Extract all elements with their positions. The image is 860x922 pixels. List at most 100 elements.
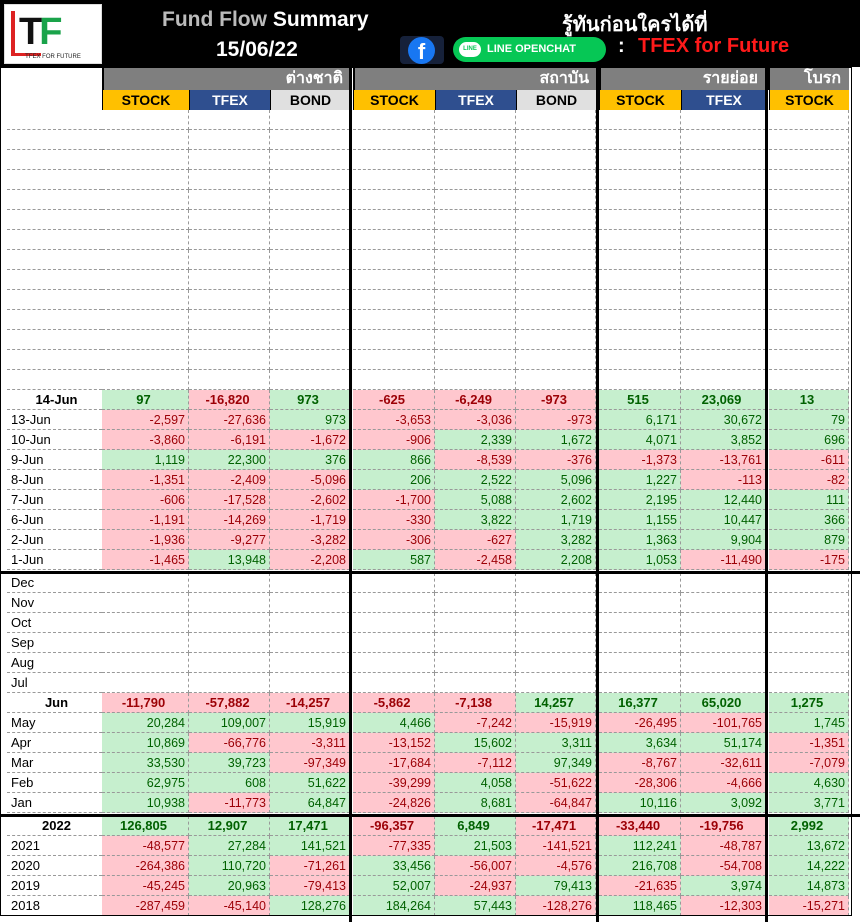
row-label	[7, 190, 102, 210]
cell-stock	[599, 110, 681, 130]
cell-tfex: -57,882	[189, 693, 270, 713]
subheader-stock: STOCK	[353, 90, 435, 110]
cell-bond	[516, 290, 596, 310]
cell-stock	[599, 653, 681, 673]
cell-tfex	[435, 593, 516, 613]
cell-stock	[102, 110, 189, 130]
cell-tfex	[435, 573, 516, 593]
section-divider	[0, 571, 860, 574]
cell-stock	[599, 310, 681, 330]
cell-tfex	[435, 613, 516, 633]
cell-stock: 879	[769, 530, 849, 550]
cell-stock	[353, 330, 435, 350]
cell-bond: 15,919	[270, 713, 350, 733]
row-label	[7, 290, 102, 310]
blank-row	[7, 230, 849, 250]
cell-bond	[516, 250, 596, 270]
cell-bond	[516, 350, 596, 370]
cell-stock	[102, 350, 189, 370]
cell-stock: -24,826	[353, 793, 435, 813]
tfex-for-future-label: TFEX for Future	[638, 35, 790, 57]
cell-stock	[599, 573, 681, 593]
cell-stock: -45,245	[102, 876, 189, 896]
line-icon: LINE	[459, 42, 481, 57]
cell-stock: -3,860	[102, 430, 189, 450]
blank-row	[7, 210, 849, 230]
tf-logo: TF TFEX FOR FUTURE	[4, 4, 102, 64]
cell-stock	[102, 593, 189, 613]
subheader-bond: BOND	[270, 90, 350, 110]
cell-tfex: 2,339	[435, 430, 516, 450]
cell-bond: -79,413	[270, 876, 350, 896]
cell-stock: -1,351	[769, 733, 849, 753]
group-broker-header: โบรก	[768, 67, 849, 90]
cell-tfex	[189, 230, 270, 250]
cell-stock	[769, 350, 849, 370]
cell-stock: 97	[102, 390, 189, 410]
cell-stock	[769, 270, 849, 290]
cell-bond	[516, 330, 596, 350]
cell-tfex: -7,112	[435, 753, 516, 773]
cell-stock	[353, 673, 435, 693]
daily-summary-row: 14-Jun 97 -16,820 973 -625 -6,249 -973 515 23,06…	[7, 390, 849, 410]
cell-bond: 3,282	[516, 530, 596, 550]
cell-stock: -264,386	[102, 856, 189, 876]
cell-stock	[769, 130, 849, 150]
cell-tfex	[189, 350, 270, 370]
cell-tfex: 8,681	[435, 793, 516, 813]
cell-stock: 1,227	[599, 470, 681, 490]
cell-tfex: 10,447	[681, 510, 766, 530]
cell-tfex	[435, 290, 516, 310]
cell-stock	[599, 613, 681, 633]
cell-stock	[353, 210, 435, 230]
cell-stock: 10,116	[599, 793, 681, 813]
cell-stock: -1,936	[102, 530, 189, 550]
cell-stock	[353, 653, 435, 673]
cell-tfex	[189, 170, 270, 190]
row-label: Jun	[7, 693, 102, 713]
cell-stock: 52,007	[353, 876, 435, 896]
cell-stock	[769, 170, 849, 190]
cell-tfex	[189, 130, 270, 150]
line-openchat-button[interactable]: LINE LINE OPENCHAT	[453, 37, 606, 62]
monthly-row: Mar 33,530 39,723 -97,349 -17,684 -7,112 97,34…	[7, 753, 849, 773]
page-title: Fund Flow Summary	[162, 8, 369, 31]
cell-stock	[353, 250, 435, 270]
cell-stock: 62,975	[102, 773, 189, 793]
cell-tfex: -627	[435, 530, 516, 550]
cell-stock: 112,241	[599, 836, 681, 856]
monthly-row: Jan 10,938 -11,773 64,847 -24,826 8,681 -64,84…	[7, 793, 849, 813]
group-institution-header: สถาบัน	[353, 67, 597, 90]
row-label: 13-Jun	[7, 410, 102, 430]
cell-stock	[102, 653, 189, 673]
facebook-link[interactable]: f	[400, 36, 444, 64]
subheader-stock: STOCK	[599, 90, 681, 110]
cell-stock: 10,869	[102, 733, 189, 753]
cell-stock: -28,306	[599, 773, 681, 793]
cell-tfex: -27,636	[189, 410, 270, 430]
cell-stock: 3,634	[599, 733, 681, 753]
cell-stock	[769, 290, 849, 310]
row-label	[7, 330, 102, 350]
cell-stock: -3,653	[353, 410, 435, 430]
cell-tfex	[435, 330, 516, 350]
cell-stock: -611	[769, 450, 849, 470]
group-divider	[349, 67, 352, 922]
cell-bond: -973	[516, 390, 596, 410]
cell-stock	[102, 573, 189, 593]
cell-stock: 1,155	[599, 510, 681, 530]
cell-bond	[516, 110, 596, 130]
cell-bond: -97,349	[270, 753, 350, 773]
subheader-stock: STOCK	[102, 90, 189, 110]
cell-tfex: 4,058	[435, 773, 516, 793]
cell-tfex	[435, 250, 516, 270]
daily-row: 8-Jun -1,351 -2,409 -5,096 206 2,522 5,096 1,22…	[7, 470, 849, 490]
cell-stock: 2,195	[599, 490, 681, 510]
header-bar: TF TFEX FOR FUTURE Fund Flow Summary 15/…	[0, 0, 860, 67]
cell-stock	[599, 673, 681, 693]
cell-tfex: -11,773	[189, 793, 270, 813]
cell-tfex: -4,666	[681, 773, 766, 793]
cell-stock: -15,271	[769, 896, 849, 916]
empty-month-row: Sep	[7, 633, 849, 653]
cell-stock: -330	[353, 510, 435, 530]
